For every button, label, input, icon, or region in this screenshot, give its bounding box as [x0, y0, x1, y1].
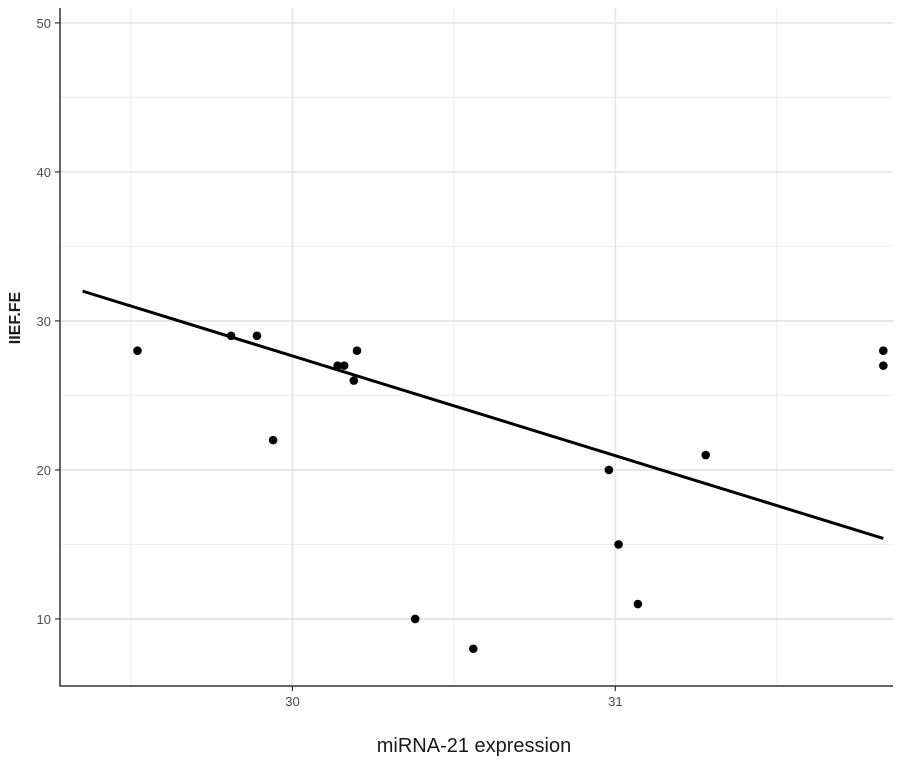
y-tick-label: 40	[37, 165, 51, 180]
data-point	[701, 450, 711, 460]
data-point	[879, 361, 888, 370]
data-point	[226, 331, 236, 341]
tick-labels: 10 20 30 40 50 30 31	[37, 16, 623, 709]
y-tick-label: 30	[37, 314, 51, 329]
trend-line	[82, 289, 884, 540]
grid	[60, 8, 893, 686]
x-tick-label: 30	[285, 694, 299, 709]
data-point	[879, 346, 888, 356]
y-axis-title: IIEF.FE	[7, 291, 24, 344]
data-point	[410, 614, 420, 624]
x-axis-title: miRNA-21 expression	[377, 735, 572, 757]
data-points	[133, 331, 888, 654]
data-point	[633, 599, 643, 609]
axes	[59, 8, 893, 687]
x-tick-label: 31	[608, 694, 622, 709]
data-point	[614, 540, 623, 549]
data-point	[339, 361, 349, 370]
data-point	[352, 346, 362, 356]
data-point	[349, 376, 359, 385]
data-point	[268, 435, 278, 445]
data-point	[252, 331, 262, 341]
y-tick-label: 20	[37, 463, 51, 478]
y-tick-label: 10	[37, 612, 51, 627]
data-point	[333, 361, 342, 370]
data-point	[133, 346, 142, 356]
y-tick-label: 50	[37, 16, 51, 31]
trend-line-group	[82, 289, 884, 540]
data-point	[468, 644, 478, 654]
data-point	[604, 465, 614, 475]
